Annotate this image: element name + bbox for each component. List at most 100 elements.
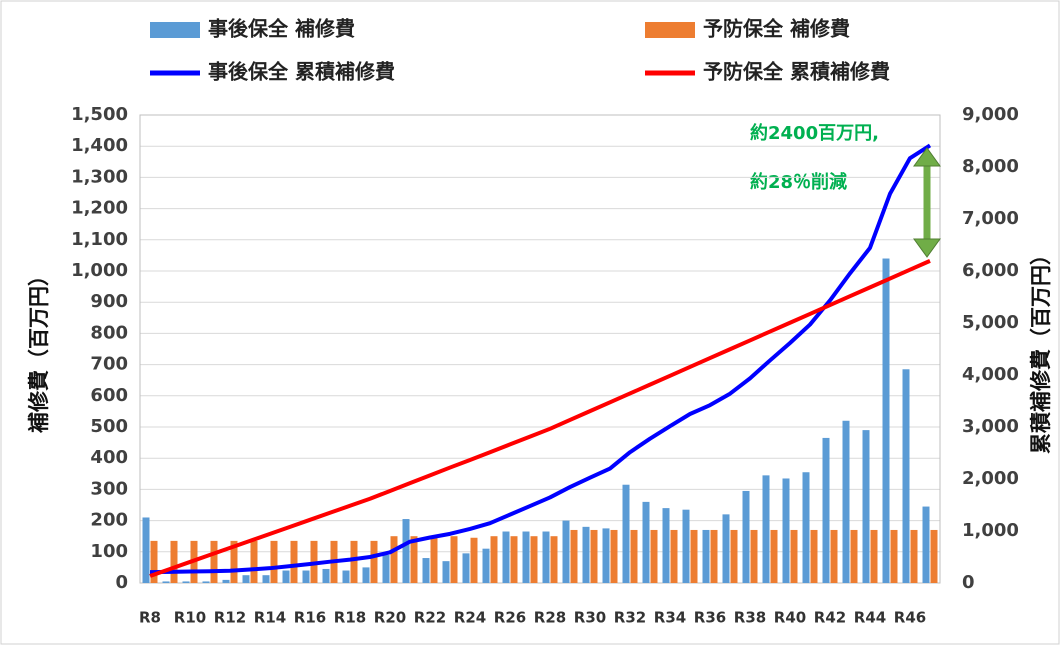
bar: [930, 529, 938, 583]
bar: [450, 536, 458, 583]
y2-tick-label: 6,000: [962, 260, 1019, 281]
bar: [210, 540, 218, 583]
x-tick-label: R36: [694, 609, 726, 627]
x-tick-label: R16: [294, 609, 326, 627]
bar: [742, 490, 750, 583]
bar: [650, 529, 658, 583]
bar: [390, 536, 398, 583]
bar: [782, 478, 790, 583]
bar: [790, 529, 798, 583]
bar: [890, 529, 898, 583]
plot-border: [139, 114, 941, 584]
bar: [610, 529, 618, 583]
y2-tick-label: 2,000: [962, 468, 1019, 489]
bar: [670, 529, 678, 583]
y-tick-label: 1,000: [71, 260, 128, 281]
bar: [710, 529, 718, 583]
y-tick-label: 700: [90, 354, 128, 375]
x-tick-label: R20: [374, 609, 406, 627]
y-tick-label: 1,100: [71, 229, 128, 250]
y-axis-title: 補修費（百万円）: [27, 265, 51, 434]
bar: [702, 529, 710, 583]
bar: [470, 537, 478, 583]
x-tick-label: R14: [254, 609, 286, 627]
bar: [150, 540, 158, 583]
bar: [562, 520, 570, 583]
bar: [482, 548, 490, 583]
bar: [870, 529, 878, 583]
bar: [490, 536, 498, 583]
bar: [242, 575, 250, 583]
bar: [830, 529, 838, 583]
bar: [882, 258, 890, 583]
y-tick-label: 1,300: [71, 166, 128, 187]
bar: [530, 536, 538, 583]
y-tick-label: 400: [90, 447, 128, 468]
y-tick-label: 100: [90, 541, 128, 562]
bar: [722, 514, 730, 583]
x-tick-label: R28: [534, 609, 566, 627]
bar: [542, 531, 550, 583]
y-tick-label: 1,500: [71, 104, 128, 125]
bar: [410, 536, 418, 583]
bar: [370, 540, 378, 583]
x-tick-label: R12: [214, 609, 246, 627]
bar: [290, 540, 298, 583]
bar: [730, 529, 738, 583]
annotation: 約2400百万円,: [750, 122, 879, 144]
y2-tick-label: 4,000: [962, 364, 1019, 385]
annotation: 約28％削減: [750, 171, 847, 193]
bar: [250, 540, 258, 583]
legend-label: 事後保全 累積補修費: [208, 60, 395, 84]
y2-tick-label: 8,000: [962, 156, 1019, 177]
bar: [462, 553, 470, 583]
line: [149, 259, 931, 578]
bar: [770, 529, 778, 583]
bar: [902, 369, 910, 583]
bar: [382, 554, 390, 583]
bar: [502, 531, 510, 583]
y-tick-label: 800: [90, 322, 128, 343]
y2-tick-label: 3,000: [962, 416, 1019, 437]
bar: [230, 540, 238, 583]
bar: [810, 529, 818, 583]
x-tick-label: R38: [734, 609, 766, 627]
bar: [142, 517, 150, 583]
difference-arrow: [913, 147, 941, 258]
bar: [582, 526, 590, 583]
bar: [570, 529, 578, 583]
bar: [422, 558, 430, 583]
legend-swatch: [150, 22, 200, 38]
y-tick-label: 900: [90, 291, 128, 312]
bar: [922, 506, 930, 583]
x-tick-label: R30: [574, 609, 606, 627]
bar: [162, 581, 170, 583]
x-tick-label: R46: [894, 609, 926, 627]
bar: [182, 581, 190, 583]
y-tick-label: 500: [90, 416, 128, 437]
bar: [590, 529, 598, 583]
bar: [602, 528, 610, 583]
x-tick-label: R32: [614, 609, 646, 627]
y2-tick-label: 1,000: [962, 520, 1019, 541]
bar: [622, 484, 630, 583]
y-tick-label: 200: [90, 510, 128, 531]
x-tick-label: R26: [494, 609, 526, 627]
x-tick-label: R22: [414, 609, 446, 627]
bar: [662, 508, 670, 583]
y-tick-label: 600: [90, 385, 128, 406]
bar: [510, 536, 518, 583]
bar: [202, 581, 210, 583]
bar: [630, 529, 638, 583]
bar: [802, 472, 810, 583]
legend-label: 予防保全 補修費: [703, 17, 850, 41]
bar: [762, 475, 770, 583]
bar: [270, 540, 278, 583]
bar: [362, 567, 370, 583]
y2-tick-label: 0: [962, 572, 975, 593]
y-tick-label: 300: [90, 478, 128, 499]
bar: [862, 430, 870, 583]
y-tick-label: 0: [115, 572, 128, 593]
